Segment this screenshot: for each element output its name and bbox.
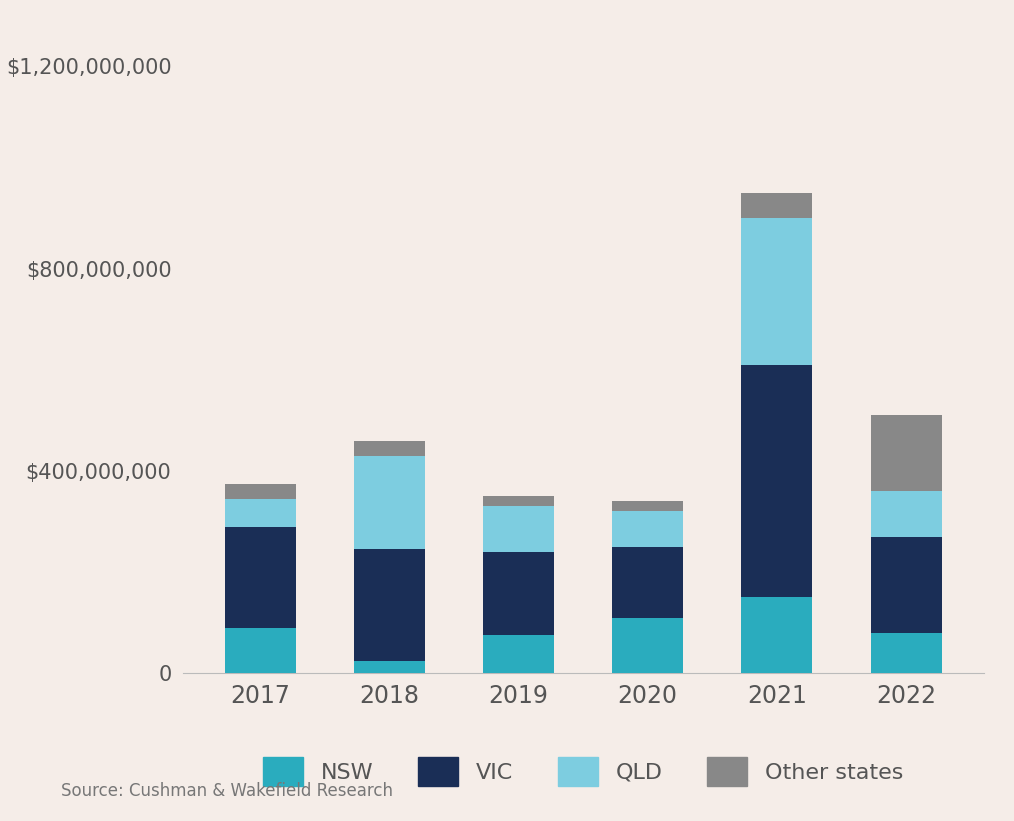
Bar — [741, 193, 812, 218]
Bar — [483, 635, 554, 673]
Legend: NSW, VIC, QLD, Other states: NSW, VIC, QLD, Other states — [255, 749, 912, 795]
Bar — [612, 511, 683, 547]
Bar — [483, 496, 554, 507]
Bar — [354, 661, 425, 673]
Bar — [224, 498, 295, 526]
Bar — [354, 441, 425, 456]
Bar — [612, 617, 683, 673]
Bar — [483, 552, 554, 635]
Bar — [224, 628, 295, 673]
Bar — [871, 633, 942, 673]
Bar — [612, 502, 683, 511]
Bar — [224, 484, 295, 498]
Bar — [612, 547, 683, 617]
Text: Source: Cushman & Wakefield Research: Source: Cushman & Wakefield Research — [61, 782, 392, 800]
Bar — [224, 526, 295, 628]
Bar — [871, 491, 942, 537]
Bar — [483, 507, 554, 552]
Bar — [741, 218, 812, 365]
Bar — [871, 415, 942, 491]
Bar — [741, 365, 812, 598]
Bar — [741, 598, 812, 673]
Bar — [354, 549, 425, 661]
Bar — [871, 537, 942, 633]
Bar — [354, 456, 425, 549]
